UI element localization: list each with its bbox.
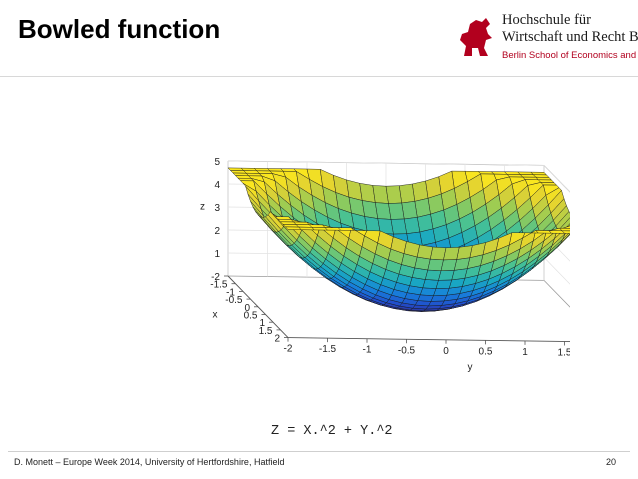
x-tick-label: -0.5 (225, 295, 243, 306)
x-tick-label: -1.5 (210, 280, 228, 291)
surface-facet (414, 198, 431, 218)
x-tick-label: 1.5 (259, 326, 273, 337)
y-axis-label: y (468, 362, 473, 373)
equation-label: Z = X.^2 + Y.^2 (271, 424, 393, 439)
x-tick-label: -1 (226, 287, 235, 298)
surface-plot-canvas: -2-1.5-1-0.500.511.52-2 -1.5 -1 -0.5 0 0.5 1 1.… (200, 157, 607, 373)
surface-facet (428, 300, 445, 307)
y-tick-label: 0 (443, 346, 449, 357)
axis-box-line (543, 280, 605, 343)
surface-facet (425, 269, 442, 281)
surface-facet (427, 258, 444, 272)
x-tick-label: -2 (211, 272, 220, 283)
y-tick-label: 1.5 (558, 347, 570, 358)
surface-plot: -2 -1.5 -1 -0.5 0 0.5 1 1.5 2 -2 -1.5 -1 -0.5 0 0.5 1 1.… (70, 86, 607, 386)
x-axis-label: x (213, 309, 218, 320)
surface-facet (419, 287, 437, 296)
z-axis-label: z (200, 201, 205, 212)
x-tick-label: 0 (244, 303, 250, 314)
surface-facet (412, 180, 429, 202)
footer-text: D. Monett – Europe Week 2014, University… (14, 457, 285, 467)
surface-facet (422, 279, 439, 289)
surface-facet (440, 259, 457, 272)
surface-facet (435, 279, 453, 289)
z-tick-label: 2 (214, 226, 220, 237)
y-tick-label: -1.5 (319, 344, 337, 355)
logo-line-2: Wirtschaft und Recht Berlin (502, 29, 638, 45)
y-tick-label: 0.5 (479, 346, 493, 357)
footer-divider (8, 451, 630, 452)
surface-facet (430, 246, 447, 261)
slide-title: Bowled function (18, 14, 221, 44)
surface-facet (401, 201, 418, 220)
y-tick-label: -0.5 (398, 345, 416, 356)
surface-facet (388, 202, 405, 220)
z-tick-label: 3 (214, 203, 220, 214)
surface-facet (433, 287, 450, 296)
logo-line-3: Berlin School of Economics and Law (502, 50, 638, 61)
surface-facet (403, 217, 421, 234)
surface-facet (385, 185, 402, 204)
y-tick-label: 1 (522, 347, 528, 358)
university-logo: Hochschule für Wirtschaft und Recht Berl… (456, 12, 638, 68)
title-divider (0, 76, 638, 77)
logo-line-1: Hochschule für (502, 12, 591, 28)
surface-facet (398, 183, 416, 204)
surface-facet (416, 244, 434, 260)
x-tick-label: 1 (259, 318, 265, 329)
page-number: 20 (605, 457, 616, 467)
surface-facet (390, 218, 407, 235)
z-tick-label: 1 (214, 249, 220, 260)
surface-facet (438, 270, 455, 281)
x-tick-label: 0.5 (244, 311, 258, 322)
z-tick-label: 5 (214, 157, 220, 168)
z-tick-label: 4 (214, 180, 220, 191)
surface-facet (417, 294, 434, 302)
y-axis-line (287, 337, 605, 343)
y-tick-label: -2 (284, 344, 293, 355)
x-tick-label: 2 (274, 334, 280, 345)
surface-facet (430, 294, 448, 302)
surface-facet (443, 247, 460, 261)
y-tick-label: -1 (363, 345, 372, 356)
bear-icon (460, 18, 492, 56)
